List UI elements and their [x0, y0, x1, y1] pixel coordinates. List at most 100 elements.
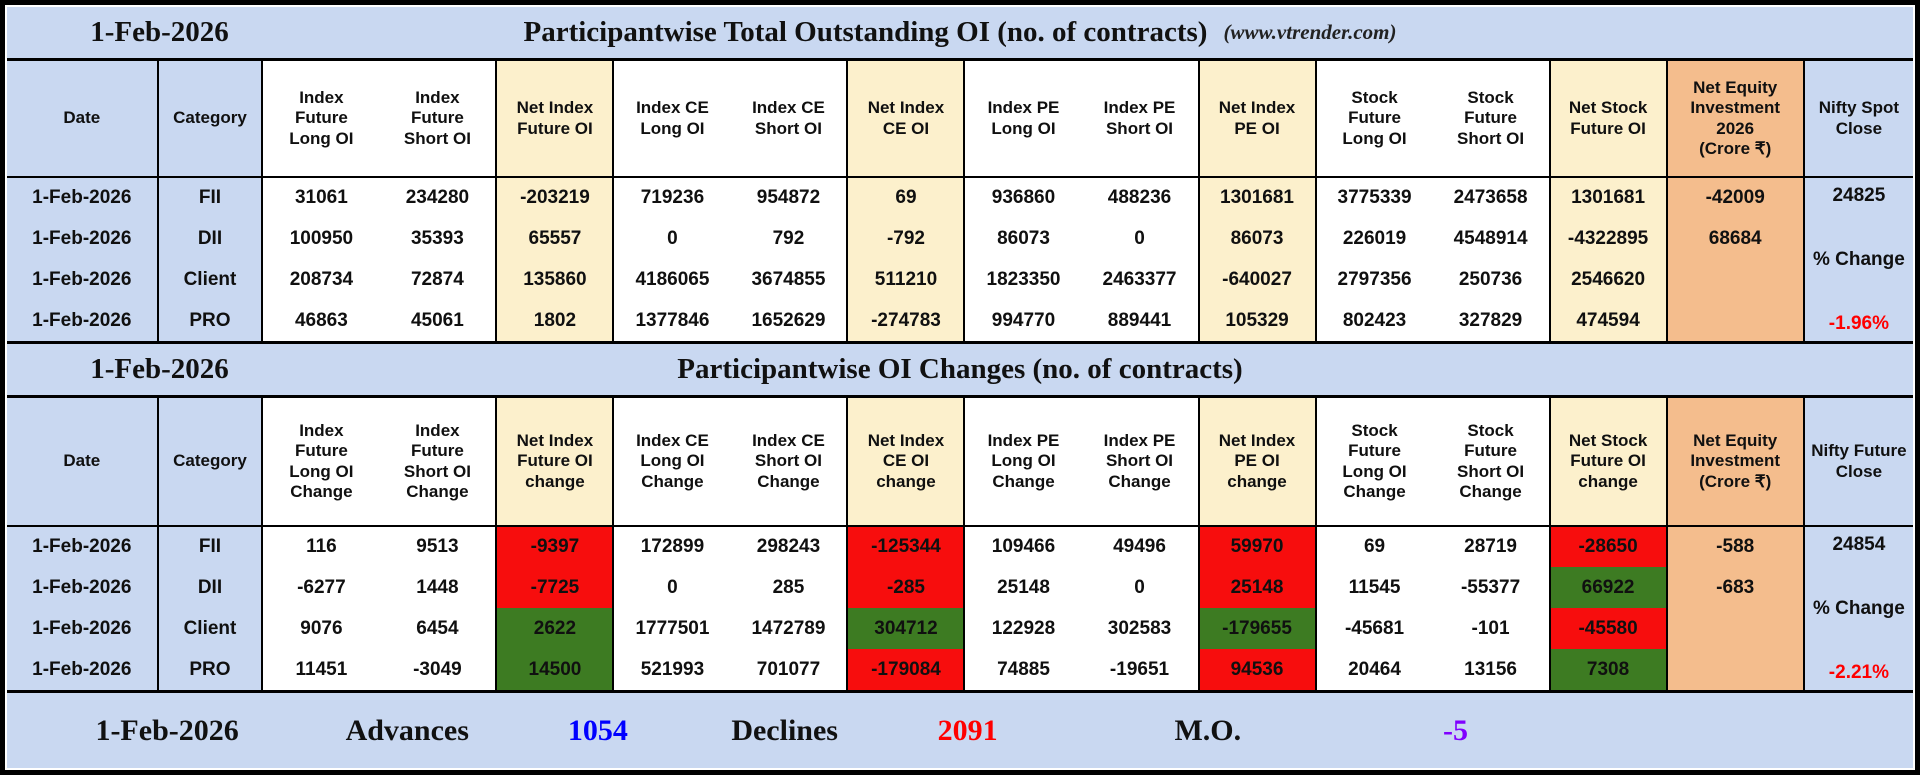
cell-value: 226019	[1315, 218, 1433, 259]
cell-value: 0	[1081, 218, 1200, 259]
cell-net-value: 94536	[1198, 649, 1317, 690]
cell-value: 11545	[1315, 567, 1433, 608]
pct-change-label: % Change	[1812, 248, 1905, 270]
cell-date: 1-Feb-2026	[7, 300, 159, 341]
nifty-future-close-value: 24854	[1832, 533, 1886, 555]
cell-value: 1823350	[964, 259, 1082, 300]
cell-net-value: -9397	[496, 526, 615, 567]
cell-category: DII	[157, 567, 264, 608]
table-row-fii: 1-Feb-2026 FII 116 9513 -9397 172899 298…	[7, 526, 1913, 690]
outstanding-oi-section: 1-Feb-2026 Participantwise Total Outstan…	[7, 7, 1913, 341]
cell-value: -45681	[1315, 608, 1433, 649]
cell-net-equity	[1666, 300, 1805, 341]
cell-value: -101	[1432, 608, 1551, 649]
nifty-future-close-cell: 24854 % Change -2.21%	[1803, 526, 1913, 690]
cell-net-value: -285	[847, 567, 966, 608]
table-row-dii: 1-Feb-2026 DII -6277 1448 -7725 0 285 -2…	[7, 567, 1913, 608]
col-header-index-ce-long: Index CE Long OI	[613, 61, 731, 178]
cell-value: 298243	[730, 526, 849, 567]
table-header-row: Date Category Index Future Long OI Index…	[7, 61, 1913, 178]
cell-net-equity	[1666, 259, 1805, 300]
cell-net-equity: 68684	[1666, 218, 1805, 259]
cell-date: 1-Feb-2026	[7, 649, 159, 690]
report-date: 1-Feb-2026	[90, 16, 229, 48]
cell-value: 9513	[379, 526, 498, 567]
table-row-pro: 1-Feb-2026 PRO 11451 -3049 14500 521993 …	[7, 649, 1913, 690]
col-header-category: Category	[157, 61, 264, 178]
table-row-client: 1-Feb-2026 Client 9076 6454 2622 1777501…	[7, 608, 1913, 649]
cell-net-value: -179655	[1198, 608, 1317, 649]
table-row-dii: 1-Feb-2026 DII 100950 35393 65557 0 792 …	[7, 218, 1913, 259]
cell-value: 4186065	[613, 259, 731, 300]
col-header-index-ce-short: Index CE Short OI	[730, 61, 849, 178]
declines-value: 2091	[937, 713, 998, 747]
table-row-pro: 1-Feb-2026 PRO 46863 45061 1802 1377846 …	[7, 300, 1913, 341]
oi-changes-section: 1-Feb-2026 Participantwise OI Changes (n…	[7, 344, 1913, 690]
cell-net-equity: -588	[1666, 526, 1805, 567]
cell-value: 302583	[1081, 608, 1200, 649]
cell-net-value: 1301681	[1549, 177, 1668, 218]
cell-net-value: 1301681	[1198, 177, 1317, 218]
cell-value: 701077	[730, 649, 849, 690]
col-header-net-index-pe: Net Index PE OI	[1198, 61, 1317, 178]
cell-value: 86073	[964, 218, 1082, 259]
cell-net-equity	[1666, 649, 1805, 690]
cell-net-value: 135860	[496, 259, 615, 300]
cell-value: 109466	[964, 526, 1082, 567]
site-credit: (www.vtrender.com)	[1223, 20, 1397, 44]
cell-value: 1777501	[613, 608, 731, 649]
col-header-index-pe-short-change: Index PE Short OI Change	[1081, 398, 1200, 527]
cell-net-value: -792	[847, 218, 966, 259]
cell-value: 0	[613, 567, 731, 608]
cell-value: 172899	[613, 526, 731, 567]
col-header-date: Date	[7, 398, 159, 527]
cell-category: DII	[157, 218, 264, 259]
cell-value: 2797356	[1315, 259, 1433, 300]
cell-value: 994770	[964, 300, 1082, 341]
col-header-net-index-pe-change: Net Index PE OI change	[1198, 398, 1317, 527]
cell-net-value: -125344	[847, 526, 966, 567]
cell-value: 69	[1315, 526, 1433, 567]
col-header-net-stock-future-change: Net Stock Future OI change	[1549, 398, 1668, 527]
cell-net-equity: -42009	[1666, 177, 1805, 218]
cell-value: 208734	[262, 259, 380, 300]
col-header-index-ce-short-change: Index CE Short OI Change	[730, 398, 849, 527]
cell-category: FII	[157, 526, 264, 567]
cell-value: 31061	[262, 177, 380, 218]
cell-date: 1-Feb-2026	[7, 177, 159, 218]
col-header-date: Date	[7, 61, 159, 178]
col-header-index-future-short-change: Index Future Short OI Change	[379, 398, 498, 527]
col-header-nifty-future-close: Nifty Future Close	[1803, 398, 1913, 527]
cell-category: FII	[157, 177, 264, 218]
cell-value: 250736	[1432, 259, 1551, 300]
cell-net-value: 474594	[1549, 300, 1668, 341]
cell-net-value: -203219	[496, 177, 615, 218]
cell-net-value: 511210	[847, 259, 966, 300]
col-header-index-future-long-change: Index Future Long OI Change	[262, 398, 380, 527]
cell-net-value: 7308	[1549, 649, 1668, 690]
table-header-row: Date Category Index Future Long OI Chang…	[7, 398, 1913, 527]
cell-net-value: 1802	[496, 300, 615, 341]
cell-value: 72874	[379, 259, 498, 300]
col-header-stock-future-short: Stock Future Short OI	[1432, 61, 1551, 178]
cell-net-equity	[1666, 608, 1805, 649]
cell-value: 45061	[379, 300, 498, 341]
cell-net-value: -274783	[847, 300, 966, 341]
table-row-fii: 1-Feb-2026 FII 31061 234280 -203219 7192…	[7, 177, 1913, 341]
cell-value: -19651	[1081, 649, 1200, 690]
col-header-net-index-future-change: Net Index Future OI change	[496, 398, 615, 527]
nifty-spot-close-cell: 24825 % Change -1.96%	[1803, 177, 1913, 341]
cell-value: 20464	[1315, 649, 1433, 690]
cell-value: 49496	[1081, 526, 1200, 567]
cell-net-value: 2622	[496, 608, 615, 649]
cell-value: 9076	[262, 608, 380, 649]
cell-date: 1-Feb-2026	[7, 608, 159, 649]
cell-value: 1472789	[730, 608, 849, 649]
cell-net-value: 2546620	[1549, 259, 1668, 300]
cell-date: 1-Feb-2026	[7, 567, 159, 608]
cell-value: 954872	[730, 177, 849, 218]
col-header-nifty-spot-close: Nifty Spot Close	[1803, 61, 1913, 178]
cell-net-value: -179084	[847, 649, 966, 690]
cell-value: 0	[613, 218, 731, 259]
oi-changes-titlebar: 1-Feb-2026 Participantwise OI Changes (n…	[7, 344, 1913, 398]
